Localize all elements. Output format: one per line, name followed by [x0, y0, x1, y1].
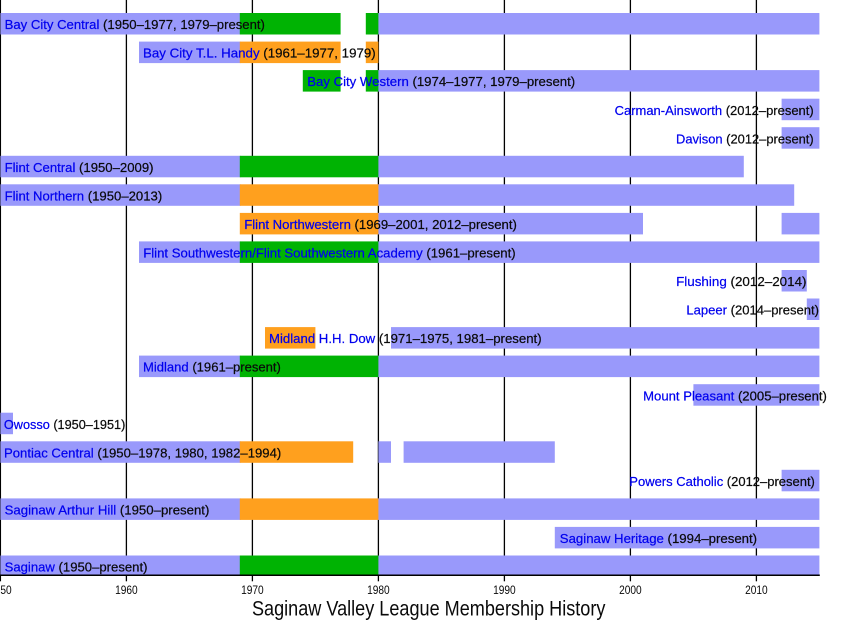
svg-text:Flint Central: Flint Central — [5, 160, 76, 175]
svg-text:2010: 2010 — [745, 583, 768, 597]
svg-text:Flint Southwestern/Flint South: Flint Southwestern/Flint Southwestern Ac… — [143, 246, 423, 261]
svg-text:1970: 1970 — [241, 583, 264, 597]
svg-text:(1950–2013): (1950–2013) — [84, 188, 162, 203]
svg-text:Pontiac Central: Pontiac Central — [4, 445, 94, 460]
svg-text:Davison: Davison — [676, 131, 723, 146]
svg-text:(2012–present): (2012–present) — [723, 474, 815, 489]
svg-text:1960: 1960 — [115, 583, 138, 597]
svg-text:(2012–present): (2012–present) — [723, 131, 814, 146]
svg-text:(1950–present): (1950–present) — [55, 560, 148, 575]
svg-text:1950: 1950 — [0, 583, 12, 597]
svg-text:Flint Northwestern: Flint Northwestern — [244, 217, 351, 232]
svg-text:(1950–1978, 1980, 1982–1994): (1950–1978, 1980, 1982–1994) — [94, 445, 282, 460]
svg-text:(1974–1977, 1979–present): (1974–1977, 1979–present) — [409, 74, 575, 89]
svg-text:Bay City T.L. Handy: Bay City T.L. Handy — [143, 46, 260, 61]
svg-text:Mount Pleasant: Mount Pleasant — [643, 388, 734, 403]
svg-text:Owosso: Owosso — [4, 417, 50, 432]
svg-text:(1950–present): (1950–present) — [116, 503, 209, 518]
svg-text:(1961–1977, 1979): (1961–1977, 1979) — [260, 46, 376, 61]
svg-text:(2014–present): (2014–present) — [727, 303, 819, 318]
svg-text:1980: 1980 — [367, 583, 390, 597]
svg-text:(2012–present): (2012–present) — [722, 103, 814, 118]
svg-text:2000: 2000 — [619, 583, 642, 597]
svg-text:Powers Catholic: Powers Catholic — [629, 474, 723, 489]
svg-text:(1969–2001, 2012–present): (1969–2001, 2012–present) — [351, 217, 517, 232]
svg-text:1990: 1990 — [493, 583, 516, 597]
svg-text:(1950–1977, 1979–present): (1950–1977, 1979–present) — [99, 17, 265, 32]
svg-text:Midland: Midland — [143, 360, 189, 375]
svg-text:Saginaw Valley League Membersh: Saginaw Valley League Membership History — [252, 597, 606, 620]
svg-text:(1994–present): (1994–present) — [664, 531, 757, 546]
svg-text:Flint Northern: Flint Northern — [5, 188, 85, 203]
svg-text:(1961–present): (1961–present) — [189, 360, 281, 375]
svg-text:(1971–1975, 1981–present): (1971–1975, 1981–present) — [375, 331, 541, 346]
svg-text:Midland H.H. Dow: Midland H.H. Dow — [269, 331, 376, 346]
svg-text:Carman-Ainsworth: Carman-Ainsworth — [615, 103, 723, 118]
svg-text:Lapeer: Lapeer — [686, 303, 727, 318]
svg-text:Bay City Western: Bay City Western — [307, 74, 409, 89]
svg-text:Bay City Central: Bay City Central — [5, 17, 100, 32]
svg-text:(1961–present): (1961–present) — [423, 246, 516, 261]
svg-text:(2012–2014): (2012–2014) — [727, 274, 807, 289]
svg-text:Flushing: Flushing — [676, 274, 727, 289]
svg-text:(1950–1951): (1950–1951) — [50, 417, 126, 432]
svg-text:Saginaw Arthur Hill: Saginaw Arthur Hill — [5, 503, 117, 518]
svg-text:Saginaw Heritage: Saginaw Heritage — [560, 531, 664, 546]
svg-text:(2005–present): (2005–present) — [734, 388, 827, 403]
svg-text:(1950–2009): (1950–2009) — [75, 160, 153, 175]
svg-text:Saginaw: Saginaw — [5, 560, 56, 575]
